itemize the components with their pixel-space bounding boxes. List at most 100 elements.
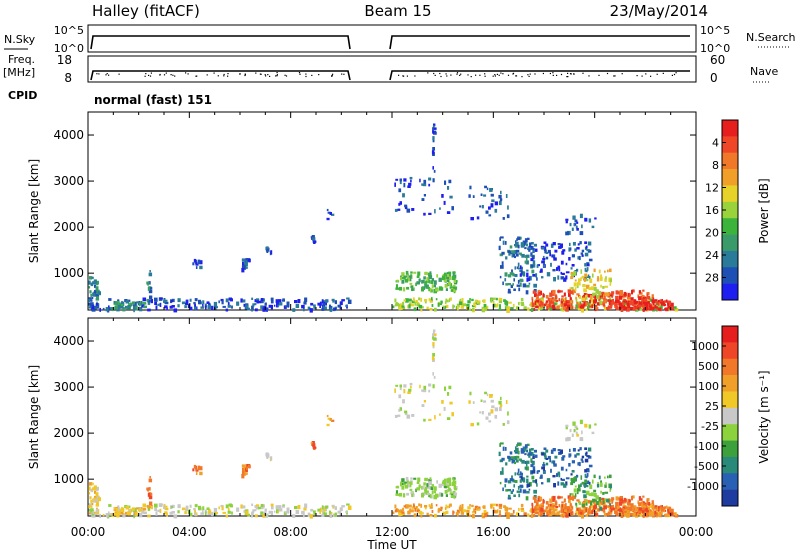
power-cell (438, 286, 443, 291)
power-cell (649, 298, 653, 302)
velocity-colorbar-segment (722, 456, 738, 474)
velocity-cell (575, 510, 578, 515)
power-cell (635, 303, 639, 306)
power-cell (626, 303, 630, 307)
power-cell (581, 249, 585, 253)
power-cell (205, 305, 207, 310)
velocity-cell (524, 461, 527, 464)
velocity-cell (148, 478, 153, 483)
power-cell (556, 267, 558, 271)
velocity-cell (540, 503, 544, 507)
power-cell (565, 275, 568, 280)
velocity-colorbar-segment (722, 407, 738, 425)
power-cell (571, 264, 575, 267)
velocity-cell (599, 506, 602, 511)
velocity-cell (401, 486, 405, 490)
velocity-cell (398, 394, 402, 399)
power-cell (520, 282, 522, 287)
power-cell (584, 263, 587, 267)
nave-dot (276, 75, 278, 77)
power-cell (108, 305, 110, 310)
velocity-cell (396, 485, 399, 488)
velocity-cell (593, 492, 597, 497)
power-cell (535, 305, 539, 309)
velocity-cell (560, 513, 564, 518)
power-cell (447, 186, 450, 190)
nave-dot (299, 73, 301, 75)
power-cell (400, 276, 402, 281)
velocity-cell (445, 494, 448, 497)
power-cell (498, 299, 502, 304)
velocity-cell (146, 504, 149, 508)
nave-dot (213, 72, 215, 74)
power-cell (627, 305, 631, 309)
velocity-cell (193, 464, 197, 469)
velocity-cell (527, 483, 531, 487)
nave-dot (566, 76, 568, 78)
velocity-cell (548, 508, 552, 514)
velocity-cell (589, 505, 591, 510)
velocity-cell (661, 505, 663, 508)
velocity-cell (410, 491, 413, 494)
power-cell (631, 290, 633, 295)
velocity-colorbar-segment (722, 473, 738, 490)
power-cell (266, 248, 269, 253)
velocity-cell (565, 481, 568, 486)
nave-dot (165, 72, 167, 74)
velocity-cell (560, 496, 563, 499)
velocity-cell (323, 509, 327, 512)
velocity-cell (530, 508, 533, 513)
velocity-cell (581, 455, 585, 459)
power-cell (522, 241, 527, 245)
velocity-cell (498, 400, 502, 405)
velocity-cell (579, 437, 584, 442)
power-cell (433, 280, 437, 285)
velocity-cell (154, 507, 157, 511)
power-cell (574, 279, 577, 282)
power-cell (415, 282, 417, 287)
power-cell (581, 305, 585, 309)
velocity-cell (402, 512, 406, 516)
power-cell (486, 305, 489, 310)
velocity-cell (402, 399, 405, 404)
velocity-cell (102, 513, 105, 517)
power-cell (148, 272, 153, 277)
velocity-cell (606, 499, 610, 503)
power-cell (570, 267, 573, 270)
velocity-cell (154, 503, 158, 508)
velocity-cell (506, 514, 510, 519)
velocity-cell (478, 506, 481, 511)
velocity-cell (502, 423, 505, 426)
power-cell (588, 294, 591, 298)
velocity-cell (446, 481, 450, 486)
power-cell (407, 273, 409, 278)
power-cell (251, 305, 254, 310)
power-cell (520, 270, 523, 275)
velocity-cell (579, 511, 583, 515)
power-cell (258, 300, 261, 304)
velocity-cell (583, 484, 586, 488)
power-cell (449, 286, 454, 289)
power-cell (500, 190, 502, 195)
power-cell (102, 307, 105, 311)
velocity-cell (520, 488, 522, 493)
power-cell (431, 284, 434, 289)
power-cell (619, 302, 622, 306)
power-cell (619, 292, 624, 296)
power-cell (520, 297, 524, 302)
power-cell (498, 194, 502, 199)
velocity-cell (520, 509, 525, 512)
power-cell (418, 304, 423, 309)
power-cell (194, 298, 198, 302)
velocity-cell (554, 455, 558, 459)
power-cell (593, 286, 597, 291)
velocity-cell (533, 469, 536, 474)
power-cell (647, 295, 651, 300)
power-cell (194, 306, 197, 310)
power-cell (470, 217, 474, 221)
nave-dot (475, 74, 477, 76)
power-cell (332, 300, 335, 303)
nave-dot (196, 75, 198, 77)
power-cell (428, 273, 432, 277)
velocity-cell (511, 459, 514, 464)
